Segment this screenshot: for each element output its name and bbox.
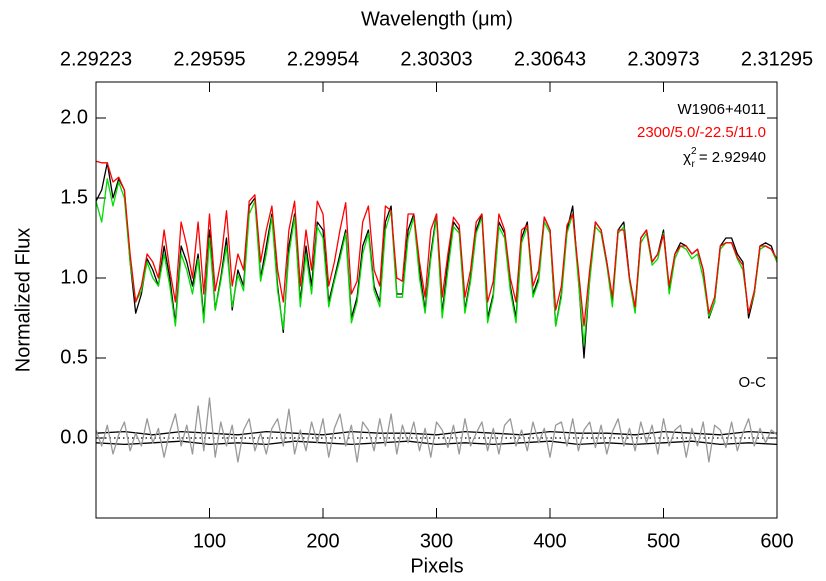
top-tick-label: 2.30303 <box>400 48 472 70</box>
top-tick-label: 2.30643 <box>514 48 586 70</box>
error-band <box>95 440 778 446</box>
spectrum-line <box>95 178 778 346</box>
x-axis-label: Pixels <box>410 555 463 577</box>
annotation: W1906+4011 <box>677 101 766 118</box>
y-tick-label: 1.5 <box>60 186 88 208</box>
plot-frame <box>95 81 778 519</box>
y-axis-label: Normalized Flux <box>12 228 34 372</box>
annotation-symbol: χ <box>683 149 691 166</box>
y-tick-label: 0.0 <box>60 426 88 448</box>
top-tick-label: 2.29954 <box>287 48 359 70</box>
spectrum-line <box>95 160 778 327</box>
x-tick-label: 600 <box>760 530 793 552</box>
annotation-sup: 2 <box>691 146 697 157</box>
x-tick-label: 400 <box>533 530 566 552</box>
top-axis-title: Wavelength (μm) <box>361 8 513 30</box>
spectrum-line <box>95 397 778 463</box>
y-tick-label: 2.0 <box>60 106 88 128</box>
annotation: O-C <box>739 374 767 391</box>
annotation: χ2 r = 2.92940 <box>683 146 766 170</box>
x-tick-label: 200 <box>306 530 339 552</box>
y-tick-label: 0.5 <box>60 346 88 368</box>
top-tick-label: 2.30973 <box>627 48 699 70</box>
x-tick-label: 300 <box>420 530 453 552</box>
annotation: 2300/5.0/-22.5/11.0 <box>637 124 766 141</box>
top-tick-label: 2.29595 <box>173 48 245 70</box>
y-tick-label: 1.0 <box>60 266 88 288</box>
error-band <box>95 430 778 436</box>
x-tick-label: 100 <box>193 530 226 552</box>
annotation-text: = 2.92940 <box>699 149 766 166</box>
top-tick-label: 2.29223 <box>60 48 132 70</box>
top-tick-label: 2.31295 <box>741 48 813 70</box>
x-tick-label: 500 <box>647 530 680 552</box>
annotation-sub: r <box>692 159 696 170</box>
